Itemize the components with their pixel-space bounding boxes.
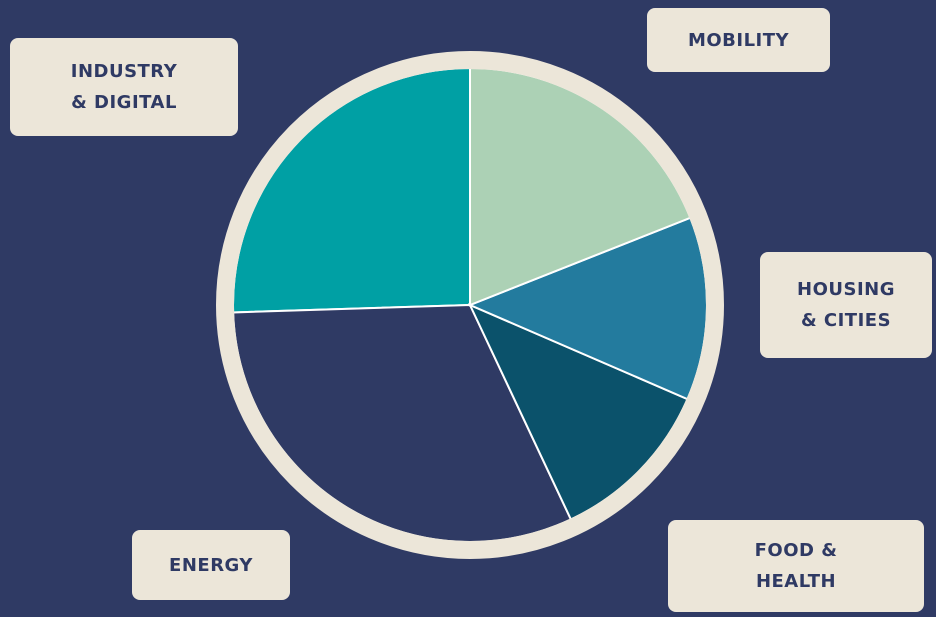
category-label: INDUSTRY & DIGITAL	[70, 61, 178, 113]
category-label-box: INDUSTRY & DIGITAL	[10, 38, 238, 136]
category-label: FOOD & HEALTH	[754, 540, 838, 592]
category-label-box: ENERGY	[132, 530, 290, 600]
pie-slice	[232, 66, 471, 314]
category-label-box: MOBILITY	[647, 8, 830, 72]
category-label: ENERGY	[169, 554, 253, 576]
category-label-box: FOOD & HEALTH	[668, 520, 924, 612]
category-label-box: HOUSING & CITIES	[760, 252, 932, 358]
category-label: HOUSING & CITIES	[797, 279, 895, 331]
pie-ring	[216, 51, 724, 559]
category-label: MOBILITY	[687, 29, 790, 51]
